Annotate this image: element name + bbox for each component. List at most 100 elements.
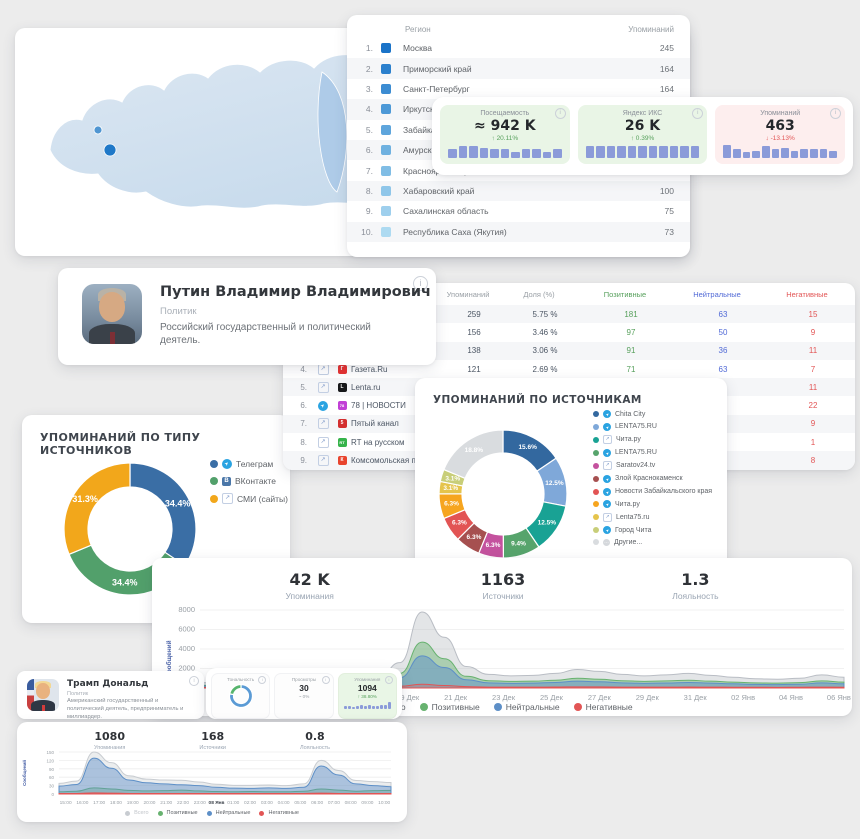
legend-item[interactable]: ↗ Чита.ру xyxy=(593,435,712,445)
legend-label: Злой Краснокаменск xyxy=(615,475,683,483)
info-icon[interactable]: i xyxy=(554,108,566,119)
spark-bar xyxy=(363,706,367,709)
chart-title: УПОМИНАНИЙ ПО ТИПУ ИСТОЧНИКОВ xyxy=(40,431,201,457)
legend-item[interactable]: … Другие... xyxy=(593,538,712,546)
legend-item[interactable]: ➤ Город Чита xyxy=(593,524,712,537)
region-column-header: Регион xyxy=(405,25,431,34)
region-name: Хабаровский край xyxy=(403,185,475,196)
external-link-icon: ↗ xyxy=(603,435,612,445)
legend-item[interactable]: ➤ Телеграм xyxy=(210,456,288,472)
spark-bar xyxy=(379,705,383,709)
area-series-Всего[interactable] xyxy=(58,751,392,795)
legend-item[interactable]: Негативные xyxy=(573,702,633,712)
x-tick-label: 02 Янв xyxy=(731,693,755,702)
metric-tile[interactable]: i Тональность xyxy=(211,673,271,719)
donut-slice[interactable] xyxy=(129,462,197,567)
table-row[interactable]: 2. Приморский край 164 xyxy=(347,58,690,79)
x-tick-label: 06:00 xyxy=(311,800,323,806)
tonality-donut-chart[interactable] xyxy=(228,683,254,709)
table-row[interactable]: 10. Республика Саха (Якутия) 73 xyxy=(347,221,690,242)
info-icon[interactable]: i xyxy=(189,676,199,686)
legend-item[interactable]: Всего xyxy=(125,810,149,816)
legend-item[interactable]: ➤ Chita City xyxy=(593,408,712,420)
legend-color-dot xyxy=(593,411,599,417)
area-series-Позитивные[interactable] xyxy=(58,787,392,795)
legend-item[interactable]: Нейтральные xyxy=(206,810,250,816)
x-tick-label: 06 Янв xyxy=(827,693,851,702)
sources-chart-card: УПОМИНАНИЙ ПО ИСТОЧНИКАМ 15.6% 12.5% 12.5%… xyxy=(415,378,727,574)
table-row[interactable]: 4. ↗ Г Газета.Ru 121 2.69 % 71 63 7 xyxy=(283,360,855,378)
info-icon[interactable]: i xyxy=(258,676,267,684)
info-icon[interactable]: i xyxy=(692,108,704,119)
metric-sparkline xyxy=(584,145,702,158)
column-header: Нейтральные xyxy=(693,289,741,299)
source-type-legend: ➤ Телеграм B ВКонтакте ↗ СМИ (сайты) xyxy=(210,456,288,504)
table-row[interactable]: 8. Хабаровский край 100 xyxy=(347,180,690,202)
info-icon[interactable]: i xyxy=(321,676,330,684)
x-tick-label: 03:00 xyxy=(261,800,273,806)
legend-item[interactable]: ➤ LENTA75.RU xyxy=(593,420,712,433)
legend-item[interactable]: Негативные xyxy=(259,810,299,816)
area-series-Нейтральные[interactable] xyxy=(58,757,392,795)
x-tick-label: 21:00 xyxy=(160,800,172,806)
donut-slice-label: 3.1% xyxy=(445,475,460,482)
legend-item[interactable]: ➤ Новости Забайкальского края xyxy=(593,485,712,498)
legend-item[interactable]: ➤ LENTA75.RU xyxy=(593,447,712,459)
legend-item[interactable]: ➤ Чита.ру xyxy=(593,498,712,510)
legend-item[interactable]: Позитивные xyxy=(157,810,198,816)
donut-slice-label: 3.1% xyxy=(443,485,458,492)
row-rank: 4. xyxy=(365,104,373,115)
metric-tile[interactable]: i Яндекс ИКС 26 K ↑ 0.39% xyxy=(577,105,708,164)
donut-slice[interactable] xyxy=(443,429,504,480)
donut-slice[interactable] xyxy=(63,462,131,556)
table-row[interactable]: 8. ↗ RT RT на русском 1 xyxy=(283,433,855,451)
source-logo-icon: RT xyxy=(337,437,347,447)
metric-tile[interactable]: i Просмотры 30 ~ 0% xyxy=(274,673,334,719)
spark-bar xyxy=(585,146,595,158)
metric-sparkline xyxy=(342,701,393,709)
info-icon[interactable]: i xyxy=(384,676,393,684)
metric-tile[interactable]: i Упоминания 1094 ↑ 38.80% xyxy=(337,673,397,719)
spark-bar xyxy=(648,146,658,158)
row-rank: 9. xyxy=(300,456,307,466)
column-header: Доля (%) xyxy=(523,289,555,299)
share-value: 5.75 % xyxy=(532,309,558,319)
legend-item[interactable]: ↗ Lenta75.ru xyxy=(593,512,712,522)
y-tick-label: 150 xyxy=(46,750,54,755)
info-icon[interactable]: i xyxy=(830,108,842,119)
table-row[interactable]: 6. ➤ 78 78 | НОВОСТИ 22 xyxy=(283,396,855,414)
trump-timeline-chart[interactable]: 150 120 90 60 30 0 15:00 16:00 17:00 18:00 19:00 20… xyxy=(25,748,399,810)
region-krasnoyarsk[interactable] xyxy=(317,71,348,193)
table-row[interactable]: 9. Сахалинская область 75 xyxy=(347,201,690,221)
region-name: Санкт-Петербург xyxy=(403,83,470,94)
legend-item[interactable]: B ВКонтакте xyxy=(210,476,288,486)
legend-item[interactable]: ➤ Злой Краснокаменск xyxy=(593,473,712,485)
positive-value: 181 xyxy=(624,309,638,319)
external-link-icon: ↗ xyxy=(317,418,329,430)
table-row[interactable]: 3. Санкт-Петербург 164 xyxy=(347,79,690,99)
legend-item[interactable]: ↗ Saratov24.tv xyxy=(593,461,712,471)
info-icon[interactable]: i xyxy=(413,276,428,291)
stat-label: Лояльность xyxy=(672,591,719,601)
metric-tile[interactable]: i Упоминаний 463 ↓ -13.13% xyxy=(715,105,846,164)
metric-change: ↑ 38.80% xyxy=(357,694,377,699)
x-tick-label: 08:00 xyxy=(345,800,357,806)
stat-label: Упоминания xyxy=(94,745,126,751)
donut-slice[interactable] xyxy=(228,683,242,696)
region-spb[interactable] xyxy=(93,125,103,135)
sources-donut-chart[interactable]: 15.6%12.5%12.5%9.4%6.3%6.3%6.3%6.3%3.1%3… xyxy=(415,414,595,574)
metric-tile[interactable]: i Посещаемость ≈ 942 K ↑ 20.11% xyxy=(440,105,570,164)
negative-value: 9 xyxy=(810,327,816,337)
legend-item[interactable]: Нейтральные xyxy=(493,702,560,712)
y-tick-label: 60 xyxy=(49,775,55,780)
table-row[interactable]: 1. Москва 245 xyxy=(347,38,690,58)
legend-label: СМИ (сайты) xyxy=(237,493,288,504)
spark-bar xyxy=(521,149,531,158)
legend-item[interactable]: ↗ СМИ (сайты) xyxy=(210,493,288,504)
stat-label: Источники xyxy=(482,591,524,601)
donut-slice-label: 12.5% xyxy=(545,480,564,487)
region-moscow[interactable] xyxy=(103,143,117,157)
legend-item[interactable]: Позитивные xyxy=(419,702,480,712)
spark-bar xyxy=(617,146,626,158)
area-series-Негативные[interactable] xyxy=(58,792,392,795)
